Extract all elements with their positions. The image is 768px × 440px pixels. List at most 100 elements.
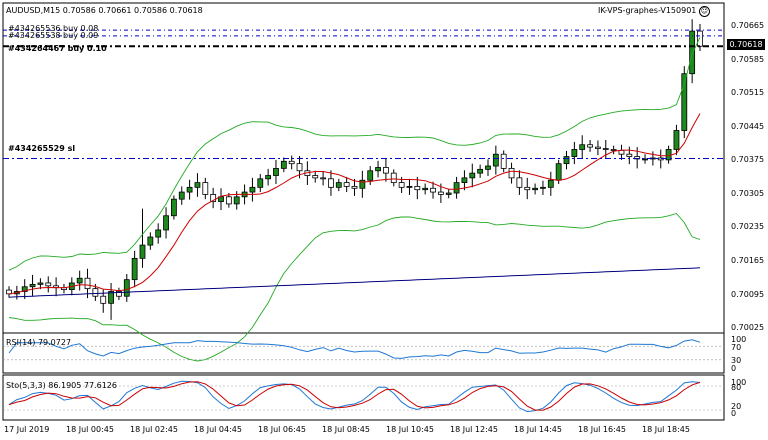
candle-body xyxy=(202,182,209,195)
candle-body xyxy=(500,153,507,169)
candle-body xyxy=(437,191,444,195)
fast-ma-line xyxy=(8,113,701,295)
stoch-level: 80 xyxy=(731,383,742,392)
candle-body xyxy=(516,177,523,188)
candle-body xyxy=(673,130,680,150)
candle-body xyxy=(170,198,177,217)
price-tick: 0.70025 xyxy=(731,323,765,332)
time-tick: 18 Jul 04:45 xyxy=(194,425,242,434)
candle-body xyxy=(288,160,295,165)
order-label-1[interactable]: #434265536 buy 0.08 xyxy=(8,24,99,33)
price-tick: 0.70305 xyxy=(731,189,765,198)
candle-body xyxy=(697,30,703,47)
rsi-level: 0 xyxy=(731,364,737,373)
candle-body xyxy=(602,148,609,150)
candle-body xyxy=(194,182,201,188)
price-tick: 0.70585 xyxy=(731,55,765,64)
time-tick: 18 Jul 12:45 xyxy=(450,425,498,434)
candle-body xyxy=(383,167,389,174)
order-label-3[interactable]: #434264467 buy 0.10 xyxy=(8,44,107,53)
candle-body xyxy=(328,178,334,188)
price-tick: 0.70165 xyxy=(731,256,765,265)
time-tick: 18 Jul 00:45 xyxy=(66,425,114,434)
candle-body xyxy=(76,277,83,284)
candle-body xyxy=(139,244,146,259)
candle-body xyxy=(626,153,633,157)
candle-body xyxy=(453,182,460,194)
candle-body xyxy=(257,178,264,188)
candle-body xyxy=(681,73,688,131)
candle-body xyxy=(273,167,279,176)
candle-body xyxy=(100,295,107,304)
candle-body xyxy=(296,163,303,172)
time-tick: 17 Jul 2019 xyxy=(4,425,50,434)
candle-body xyxy=(587,144,593,148)
candle-body xyxy=(571,149,578,157)
candle-body xyxy=(555,163,562,181)
candle-body xyxy=(280,160,287,169)
price-tick: 0.70375 xyxy=(731,155,765,164)
candle-body xyxy=(477,168,484,174)
candle-body xyxy=(186,186,193,193)
stoch-panel-frame xyxy=(2,374,725,421)
price-tick: 0.70235 xyxy=(731,222,765,231)
order-label-2[interactable]: #434265538 buy 0.09 xyxy=(8,31,99,40)
lower-band-line xyxy=(8,212,701,362)
candle-body xyxy=(579,144,586,150)
candle-body xyxy=(343,182,350,187)
candle-body xyxy=(45,282,52,287)
time-tick: 18 Jul 08:45 xyxy=(322,425,370,434)
candle-body xyxy=(430,187,436,193)
rsi-level: 100 xyxy=(731,335,747,344)
candle-body xyxy=(461,177,468,184)
candle-body xyxy=(116,291,122,297)
candle-body xyxy=(508,167,515,179)
candle-body xyxy=(540,186,546,189)
candle-body xyxy=(610,149,617,151)
candle-body xyxy=(29,283,36,288)
candle-body xyxy=(265,175,272,180)
server-title: IK-VPS-graphes-V150901 ☺ xyxy=(598,6,710,17)
time-tick: 18 Jul 02:45 xyxy=(130,425,178,434)
candle-body xyxy=(131,257,138,281)
candle-body xyxy=(210,194,217,202)
candle-body xyxy=(37,282,44,285)
rsi-panel-frame xyxy=(2,332,725,374)
rsi-level: 30 xyxy=(731,356,742,365)
order-label-sl[interactable]: #434265529 sl xyxy=(8,144,76,153)
candle-body xyxy=(21,286,28,292)
candle-body xyxy=(218,196,224,202)
candle-body xyxy=(312,175,319,179)
candle-body xyxy=(390,172,397,184)
time-tick: 18 Jul 16:45 xyxy=(578,425,626,434)
order-lines[interactable] xyxy=(3,29,724,159)
candle-body xyxy=(375,167,381,172)
price-tick: 0.70445 xyxy=(731,122,765,131)
slow-ma-line xyxy=(8,267,701,298)
upper-band-line xyxy=(8,37,701,271)
candle-body xyxy=(225,196,232,205)
time-tick: 18 Jul 14:45 xyxy=(514,425,562,434)
candle-body xyxy=(320,177,326,180)
indicator-lines xyxy=(8,37,701,362)
candle-body xyxy=(249,186,256,193)
time-tick: 18 Jul 18:45 xyxy=(642,425,690,434)
candle-body xyxy=(524,186,531,191)
candle-body xyxy=(485,165,491,170)
candle-body xyxy=(642,158,648,161)
candle-body xyxy=(92,288,99,297)
candle-body xyxy=(84,277,91,290)
candle-body xyxy=(532,187,539,191)
candle-body xyxy=(163,215,169,231)
candle-body xyxy=(398,182,405,188)
candle-body xyxy=(335,182,342,188)
rsi-label: RSI(14) 79.0727 xyxy=(6,338,72,347)
stoch-level: 0 xyxy=(731,409,737,418)
candle-body xyxy=(359,179,366,189)
rsi-line xyxy=(8,339,701,359)
price-tick: 0.70515 xyxy=(731,88,765,97)
price-tick: 0.70665 xyxy=(731,21,765,30)
candle-body xyxy=(406,185,413,188)
price-tick: 0.70095 xyxy=(731,290,765,299)
